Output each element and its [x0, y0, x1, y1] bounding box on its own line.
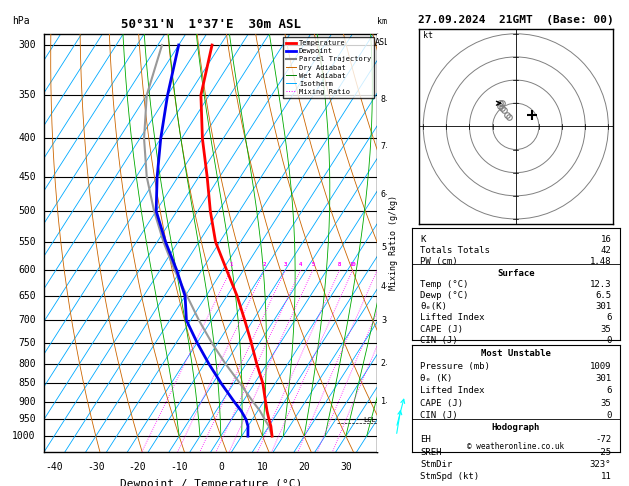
Text: -20: -20	[129, 463, 147, 472]
Text: 800: 800	[18, 359, 36, 369]
Text: LCL: LCL	[363, 417, 376, 423]
Text: 323°: 323°	[590, 460, 611, 469]
Text: 42: 42	[601, 246, 611, 255]
Text: 301: 301	[595, 302, 611, 311]
Text: θₑ(K): θₑ(K)	[420, 302, 447, 311]
Text: 35: 35	[601, 325, 611, 333]
Text: 8: 8	[338, 262, 341, 267]
Text: 1009: 1009	[590, 362, 611, 371]
Text: -30: -30	[87, 463, 104, 472]
Text: 350: 350	[18, 90, 36, 100]
Text: 500: 500	[18, 206, 36, 216]
Text: StmDir: StmDir	[420, 460, 452, 469]
Text: 20: 20	[298, 463, 310, 472]
Text: 6.5: 6.5	[595, 291, 611, 300]
Text: 3: 3	[284, 262, 287, 267]
Text: 1: 1	[381, 398, 386, 406]
Title: 50°31'N  1°37'E  30m ASL: 50°31'N 1°37'E 30m ASL	[121, 18, 301, 32]
Text: θₑ (K): θₑ (K)	[420, 374, 452, 383]
Text: kt: kt	[423, 32, 433, 40]
Text: © weatheronline.co.uk: © weatheronline.co.uk	[467, 442, 564, 451]
Text: -40: -40	[45, 463, 63, 472]
Text: 1000: 1000	[12, 431, 36, 441]
Text: Pressure (mb): Pressure (mb)	[420, 362, 490, 371]
Text: 4: 4	[299, 262, 303, 267]
Text: SREH: SREH	[420, 448, 442, 457]
Text: 2: 2	[263, 262, 266, 267]
Text: 11: 11	[601, 472, 611, 481]
Text: 3: 3	[284, 262, 287, 267]
Text: PW (cm): PW (cm)	[420, 258, 458, 266]
Text: 35: 35	[601, 399, 611, 408]
Text: CAPE (J): CAPE (J)	[420, 325, 464, 333]
Text: 450: 450	[18, 172, 36, 182]
Text: 6: 6	[381, 190, 386, 199]
Text: 30: 30	[340, 463, 352, 472]
Text: 8: 8	[381, 95, 386, 104]
Text: 6: 6	[606, 386, 611, 395]
Text: Mixing Ratio (g/kg): Mixing Ratio (g/kg)	[389, 195, 398, 291]
Text: Temp (°C): Temp (°C)	[420, 280, 469, 289]
Text: CAPE (J): CAPE (J)	[420, 399, 464, 408]
Text: 300: 300	[18, 40, 36, 50]
Text: 1.48: 1.48	[590, 258, 611, 266]
Text: Dewpoint / Temperature (°C): Dewpoint / Temperature (°C)	[120, 479, 302, 486]
Text: EH: EH	[420, 435, 431, 444]
Text: 10: 10	[349, 262, 356, 267]
Text: 6: 6	[606, 313, 611, 322]
Text: -72: -72	[595, 435, 611, 444]
Text: 27.09.2024  21GMT  (Base: 00): 27.09.2024 21GMT (Base: 00)	[418, 15, 614, 25]
Text: Hodograph: Hodograph	[492, 423, 540, 432]
Text: 12.3: 12.3	[590, 280, 611, 289]
Text: hPa: hPa	[12, 16, 30, 26]
Text: Lifted Index: Lifted Index	[420, 386, 485, 395]
Legend: Temperature, Dewpoint, Parcel Trajectory, Dry Adiabat, Wet Adiabat, Isotherm, Mi: Temperature, Dewpoint, Parcel Trajectory…	[283, 37, 374, 98]
Text: 2: 2	[381, 359, 386, 368]
Text: -25: -25	[595, 448, 611, 457]
Text: km: km	[377, 17, 387, 26]
Text: 0: 0	[606, 411, 611, 420]
Text: 1: 1	[229, 262, 232, 267]
Text: 1: 1	[229, 262, 232, 267]
Text: 850: 850	[18, 378, 36, 388]
Text: 750: 750	[18, 338, 36, 347]
Text: 4: 4	[299, 262, 303, 267]
Text: 10: 10	[349, 262, 356, 267]
Text: 5: 5	[311, 262, 314, 267]
Text: Most Unstable: Most Unstable	[481, 349, 551, 358]
Text: Dewp (°C): Dewp (°C)	[420, 291, 469, 300]
Text: 301: 301	[595, 374, 611, 383]
Text: 4: 4	[381, 281, 386, 291]
Text: 650: 650	[18, 291, 36, 301]
Text: 950: 950	[18, 415, 36, 424]
Text: 8: 8	[338, 262, 341, 267]
Text: 900: 900	[18, 397, 36, 407]
Text: 700: 700	[18, 315, 36, 325]
Text: 2: 2	[263, 262, 266, 267]
Text: 7: 7	[381, 142, 386, 151]
Text: 550: 550	[18, 237, 36, 247]
Text: 5: 5	[311, 262, 314, 267]
Text: StmSpd (kt): StmSpd (kt)	[420, 472, 479, 481]
Text: 600: 600	[18, 265, 36, 275]
Text: Lifted Index: Lifted Index	[420, 313, 485, 322]
Text: 5: 5	[381, 243, 386, 252]
Text: Surface: Surface	[497, 269, 535, 278]
Text: 400: 400	[18, 134, 36, 143]
Text: Totals Totals: Totals Totals	[420, 246, 490, 255]
Text: K: K	[420, 235, 426, 244]
Text: ASL: ASL	[375, 38, 389, 47]
Text: 0: 0	[606, 336, 611, 345]
Text: CIN (J): CIN (J)	[420, 336, 458, 345]
Text: 3: 3	[381, 316, 386, 325]
Text: CIN (J): CIN (J)	[420, 411, 458, 420]
Text: 0: 0	[218, 463, 224, 472]
Text: 16: 16	[601, 235, 611, 244]
Text: 10: 10	[257, 463, 269, 472]
Text: -10: -10	[170, 463, 188, 472]
